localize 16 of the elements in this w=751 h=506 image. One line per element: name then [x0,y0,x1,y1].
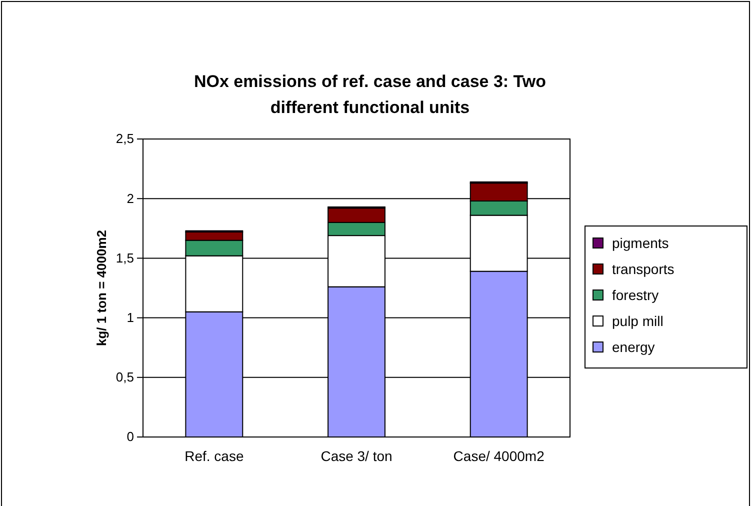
y-tick-label: 0,5 [116,370,134,385]
legend-label: pulp mill [612,313,664,329]
legend-label: pigments [612,235,669,251]
y-tick-label: 2 [126,190,134,206]
legend-label: energy [612,339,655,355]
y-axis-title: kg/ 1 ton = 4000m2 [94,230,109,346]
x-tick-label: Case 3/ ton [320,448,392,464]
y-tick-label: 2,5 [116,131,134,146]
y-tick-label: 1 [126,310,134,325]
chart-title: NOx emissions of ref. case and case 3: Two different functional units [194,72,546,117]
legend-label: forestry [612,287,659,303]
x-tick-label: Case/ 4000m2 [453,448,545,464]
legend-label: transports [612,261,674,277]
y-tick-label: 0 [126,429,134,444]
x-tick-label: Ref. case [184,448,244,464]
y-tick-label: 1,5 [116,250,134,266]
